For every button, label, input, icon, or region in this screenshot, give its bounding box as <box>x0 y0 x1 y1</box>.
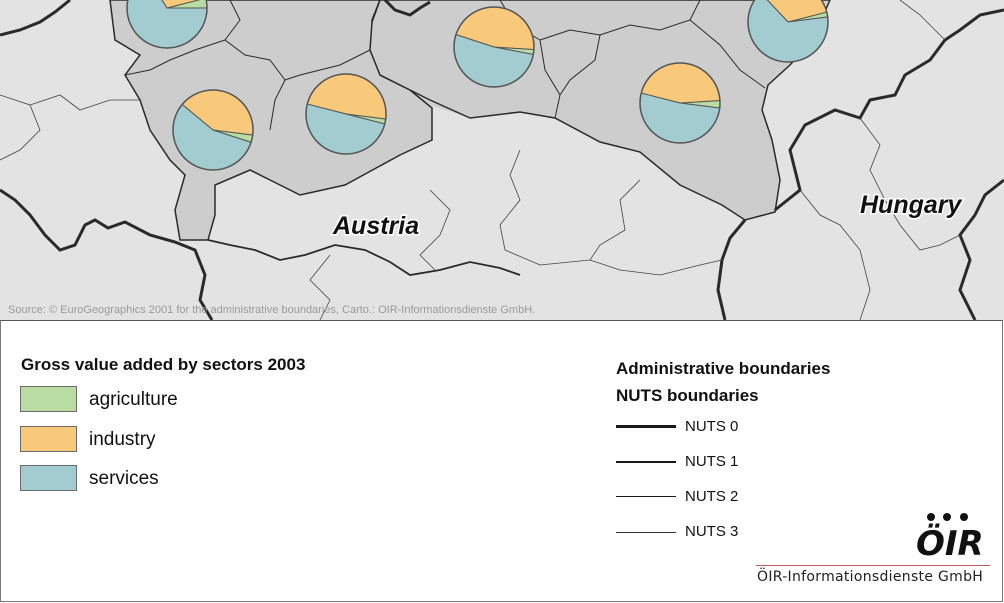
country-label-hungary: Hungary <box>860 191 963 219</box>
nuts0-line-sample <box>616 425 676 428</box>
pie-4-outline <box>639 62 721 144</box>
nuts-legend-subtitle: NUTS boundaries <box>616 386 759 405</box>
nuts-inner-boundary-1 <box>224 0 286 131</box>
pie-0-industry-slice <box>161 0 201 9</box>
nuts1-line-sample <box>616 461 676 463</box>
logo-divider <box>756 565 990 566</box>
map-canvas: Austria Hungary Source: © EuroGeographic… <box>0 0 1004 320</box>
nuts3-boundary-8 <box>0 94 41 161</box>
nuts0-border-south-austria <box>207 239 521 276</box>
nuts1-label: NUTS 1 <box>685 453 739 470</box>
boundaries-legend-title: Administrative boundaries <box>616 359 831 378</box>
nuts2-label: NUTS 2 <box>685 488 739 505</box>
nuts-inner-boundary-6 <box>689 19 766 89</box>
nuts3-boundary-3 <box>589 179 641 261</box>
nuts0-border-slovakia-hungary <box>774 8 1004 212</box>
nuts0-border-czech <box>383 0 431 17</box>
map-panel: Austria Hungary Source: © EuroGeographic… <box>0 0 1004 320</box>
nuts3-boundary-1 <box>419 189 451 271</box>
nuts3-boundary-4 <box>309 254 331 320</box>
nuts3-boundary-7 <box>799 189 871 320</box>
company-name: ÖIR-Informationsdienste GmbH <box>757 569 984 585</box>
pie-3-outline <box>172 89 254 171</box>
nuts3-boundary-5 <box>619 259 723 276</box>
country-label-austria: Austria <box>332 212 419 240</box>
logo-lettering: ÖIR <box>916 523 984 560</box>
nuts-inner-boundary-2 <box>124 39 226 76</box>
nuts0-border-germany-austria <box>0 0 71 37</box>
nuts2-line-sample <box>616 496 676 498</box>
pie-0-outline <box>126 0 208 49</box>
nuts3-boundary-10 <box>899 0 946 41</box>
nuts-inner-boundary-7 <box>284 49 371 81</box>
services-swatch <box>20 465 77 491</box>
industry-swatch <box>20 426 77 452</box>
legend-panel: Gross value added by sectors 2003 agricu… <box>0 320 1003 602</box>
pie-2-outline <box>453 6 535 88</box>
nuts0-label: NUTS 0 <box>685 418 739 435</box>
nuts3-label: NUTS 3 <box>685 523 739 540</box>
sectors-legend-title: Gross value added by sectors 2003 <box>21 355 306 374</box>
pie-chart-layer <box>126 0 829 171</box>
pie-1-outline <box>305 73 387 155</box>
nuts3-boundary-6 <box>859 117 961 251</box>
nuts3-boundary-9 <box>29 94 140 111</box>
source-credit: Source: © EuroGeographics 2001 for the a… <box>8 304 535 316</box>
nuts3-boundary-2 <box>499 149 621 271</box>
nuts0-border-west <box>0 188 214 320</box>
industry-label: industry <box>89 429 156 450</box>
services-label: services <box>89 468 159 489</box>
pie-5-outline <box>747 0 829 63</box>
oir-logo-mark: ÖIR <box>916 513 984 560</box>
agriculture-label: agriculture <box>89 389 178 410</box>
nuts3-line-sample <box>616 532 676 533</box>
agriculture-swatch <box>20 386 77 412</box>
nuts-inner-boundary-5 <box>559 34 601 96</box>
